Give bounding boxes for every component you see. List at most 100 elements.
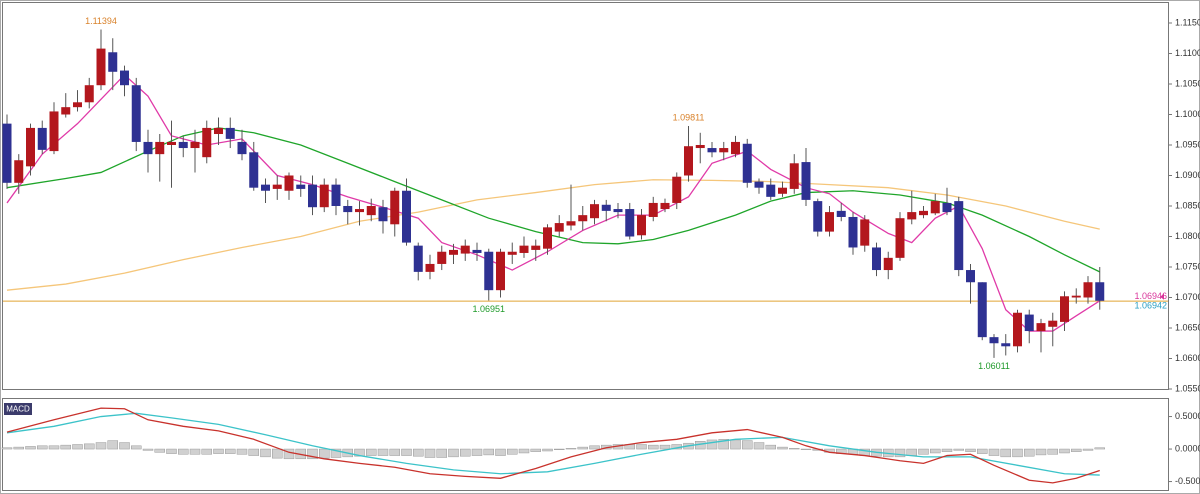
candle-body — [272, 184, 282, 189]
macd-histogram-bar — [213, 448, 224, 454]
macd-histogram-bar — [48, 445, 60, 450]
candle-body — [907, 212, 917, 220]
candle-body — [413, 245, 423, 272]
macd-histogram-bar — [483, 448, 494, 456]
candle-body — [766, 184, 776, 197]
macd-histogram-bar — [659, 444, 671, 450]
macd-histogram-bar — [260, 448, 271, 458]
extreme-label: 1.09811 — [673, 112, 705, 122]
indicator-line — [6, 412, 1100, 476]
macd-histogram-bar — [1047, 448, 1058, 455]
candle-body — [61, 107, 71, 115]
macd-histogram-bar — [319, 448, 330, 459]
candle-body — [202, 127, 212, 158]
macd-histogram-bar — [436, 448, 447, 458]
last-value-label: 1.06942 — [1134, 300, 1167, 310]
candle-body — [989, 337, 999, 344]
macd-histogram-bar — [765, 444, 776, 450]
candle-body — [754, 181, 764, 188]
candle-body — [1060, 296, 1069, 322]
candle-body — [14, 160, 24, 183]
macd-title: MACD — [6, 405, 30, 414]
macd-histogram-bar — [377, 448, 389, 456]
macd-histogram-bar — [424, 448, 436, 458]
candle-body — [883, 257, 893, 271]
macd-histogram-bar — [366, 448, 377, 456]
candle-body — [1083, 282, 1093, 298]
macd-histogram-bar — [706, 439, 718, 450]
macd-histogram-bar — [941, 448, 953, 452]
candle-body — [872, 247, 881, 271]
candle-body — [378, 207, 388, 222]
y-tick-label: 0.5000 — [1175, 411, 1200, 421]
candle-body — [237, 141, 247, 155]
extreme-label: 1.11394 — [85, 16, 117, 26]
macd-histogram-bar — [507, 448, 518, 455]
y-tick-label: 1.08500 — [1175, 200, 1200, 210]
candle-body — [519, 245, 529, 253]
macd-histogram-bar — [283, 448, 295, 460]
macd-histogram-bar — [953, 448, 964, 451]
macd-histogram-bar — [471, 448, 483, 456]
macd-histogram-bar — [72, 444, 83, 450]
candle-body — [543, 227, 552, 249]
candle-body — [37, 127, 47, 150]
candle-body — [637, 215, 646, 236]
y-tick-label: 1.06500 — [1175, 322, 1200, 332]
macd-histogram-bar — [577, 446, 588, 450]
candle-body — [26, 127, 35, 167]
y-tick-label: 1.09500 — [1175, 139, 1200, 149]
candle-body — [355, 209, 364, 213]
macd-histogram-bar — [201, 448, 212, 455]
candle-body — [684, 146, 693, 176]
y-tick-label: 1.07000 — [1175, 292, 1200, 302]
candle-body — [390, 190, 400, 225]
candle-body — [731, 141, 740, 155]
candle-body — [402, 190, 411, 243]
macd-histogram-bar — [918, 448, 929, 455]
y-tick-label: 1.07500 — [1175, 261, 1200, 271]
macd-histogram-bar — [1012, 448, 1023, 458]
macd-histogram-bar — [248, 448, 259, 456]
candle-body — [1095, 282, 1105, 301]
candle-body — [319, 184, 329, 208]
candle-body — [789, 163, 799, 189]
candle-body — [1024, 314, 1034, 332]
macd-histogram-bar — [1082, 448, 1094, 451]
candle-body — [225, 127, 235, 139]
candle-body — [261, 184, 270, 191]
candle-body — [554, 223, 564, 232]
macd-histogram-bar — [84, 443, 95, 450]
last-value-label: 1.06946 — [1134, 291, 1167, 301]
candle-body — [672, 176, 682, 203]
macd-histogram-bar — [178, 448, 189, 455]
candle-body — [308, 184, 317, 208]
macd-histogram-bar — [154, 448, 165, 453]
macd-histogram-bar — [25, 446, 36, 450]
candle-body — [778, 187, 787, 194]
indicator-line — [6, 407, 1100, 484]
macd-histogram-bar — [988, 448, 1000, 456]
macd-histogram-bar — [401, 448, 412, 456]
candle-body — [813, 201, 823, 232]
candle-body — [648, 202, 658, 217]
candle-body — [460, 245, 470, 254]
candle-body — [836, 210, 846, 217]
candle-body — [801, 162, 811, 200]
macd-histogram-bar — [460, 448, 471, 457]
candle-body — [742, 143, 752, 183]
candle-body — [566, 221, 576, 226]
candle-body — [707, 148, 717, 153]
candle-body — [214, 127, 223, 135]
y-tick-label: 1.11500 — [1175, 17, 1200, 27]
candle-body — [96, 48, 106, 86]
macd-histogram-bar — [119, 442, 130, 450]
candle-body — [366, 205, 376, 216]
candle-body — [131, 85, 141, 142]
macd-histogram-bar — [542, 448, 553, 452]
candle-body — [190, 141, 200, 149]
y-tick-label: 1.10500 — [1175, 78, 1200, 88]
macd-histogram-bar — [1000, 448, 1011, 458]
